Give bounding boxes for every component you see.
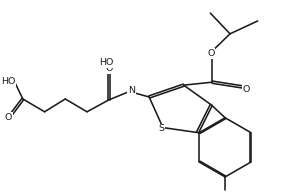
Text: N: N (128, 86, 135, 95)
Text: HO: HO (1, 77, 15, 86)
Text: O: O (105, 64, 112, 74)
Text: S: S (158, 124, 164, 134)
Text: O: O (243, 85, 250, 94)
Text: O: O (5, 113, 12, 122)
Text: O: O (207, 49, 215, 58)
Text: HO: HO (99, 58, 114, 67)
